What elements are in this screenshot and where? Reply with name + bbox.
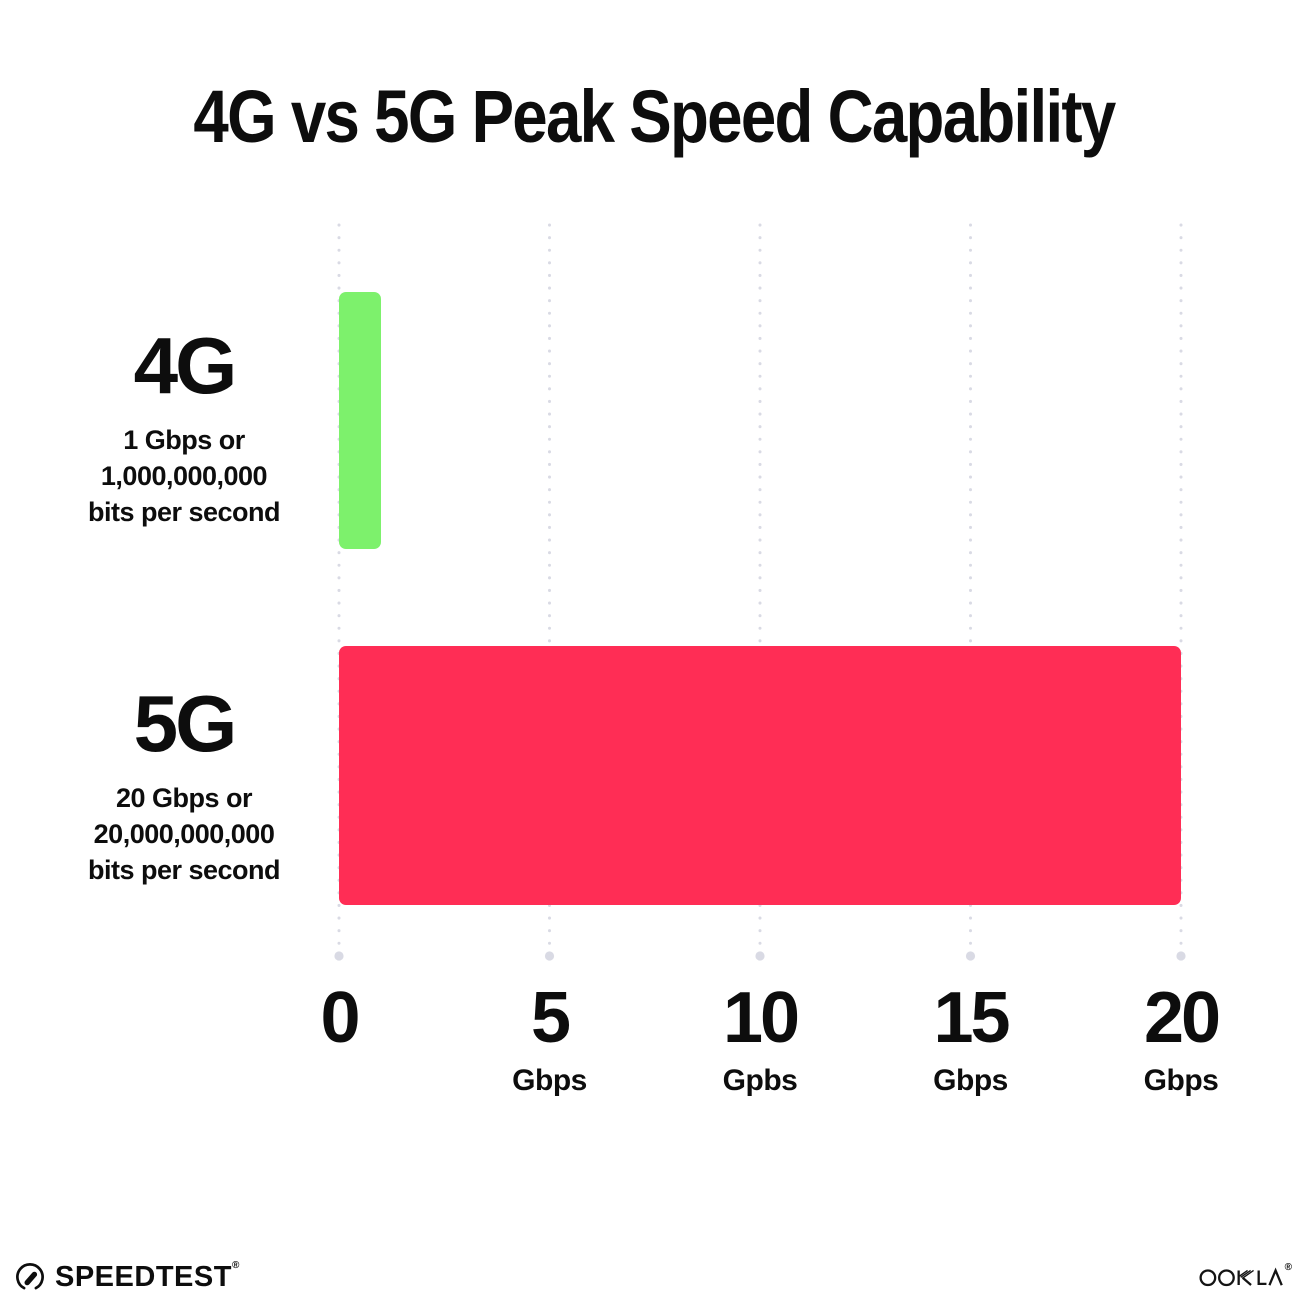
x-tick-value: 15 [933, 978, 1010, 1058]
row-label-5g: 5G 20 Gbps or 20,000,000,000 bits per se… [28, 684, 340, 888]
x-tick-value: 5 [530, 978, 571, 1058]
x-tick-unit: Gbps [933, 1064, 1008, 1097]
x-tick-10: 10 Gpbs [722, 978, 800, 1098]
bar-5g [339, 646, 1181, 905]
row-label-4g: 4G 1 Gbps or 1,000,000,000 bits per seco… [28, 326, 340, 530]
chart-title: 4G vs 5G Peak Speed Capability [193, 74, 1116, 158]
x-tick-value: 10 [722, 978, 800, 1058]
row-subline: 20 Gbps or [115, 783, 253, 813]
row-subline: 1 Gbps or [123, 425, 245, 455]
registered-mark: ® [1284, 1262, 1292, 1273]
plot-area [334, 222, 1186, 962]
x-tick-value: 20 [1143, 978, 1221, 1058]
x-tick-unit: Gbps [512, 1064, 587, 1097]
x-tick-5: 5 Gbps [512, 982, 587, 1098]
speedtest-logo: SPEEDTEST® [14, 1259, 240, 1293]
registered-mark: ® [231, 1259, 240, 1271]
row-heading-5g: 5G [133, 679, 238, 768]
row-heading-4g: 4G [133, 321, 238, 410]
x-tick-value: 0 [320, 978, 360, 1058]
x-tick-unit: Gbps [1143, 1064, 1219, 1097]
row-subline: bits per second [87, 497, 281, 527]
gridlines [334, 223, 1186, 961]
x-axis: 0 5 Gbps 10 Gpbs 15 Gbps 20 Gbps [320, 978, 1221, 1112]
x-tick-20: 20 Gbps [1143, 978, 1221, 1098]
x-tick-0: 0 [320, 978, 360, 1098]
row-subline: bits per second [87, 855, 281, 885]
row-subline: 20,000,000,000 [93, 819, 275, 849]
speedtest-wordmark: SPEEDTEST® [55, 1259, 240, 1293]
bar-4g [339, 292, 382, 549]
ookla-wordmark-icon [1199, 1267, 1283, 1287]
ookla-logo: ® OOKLA [1199, 1262, 1292, 1290]
x-tick-unit [320, 1064, 357, 1098]
x-tick-unit: Gpbs [722, 1064, 798, 1097]
gauge-icon [16, 1263, 44, 1290]
x-tick-15: 15 Gbps [933, 978, 1010, 1098]
row-subline: 1,000,000,000 [100, 461, 268, 491]
